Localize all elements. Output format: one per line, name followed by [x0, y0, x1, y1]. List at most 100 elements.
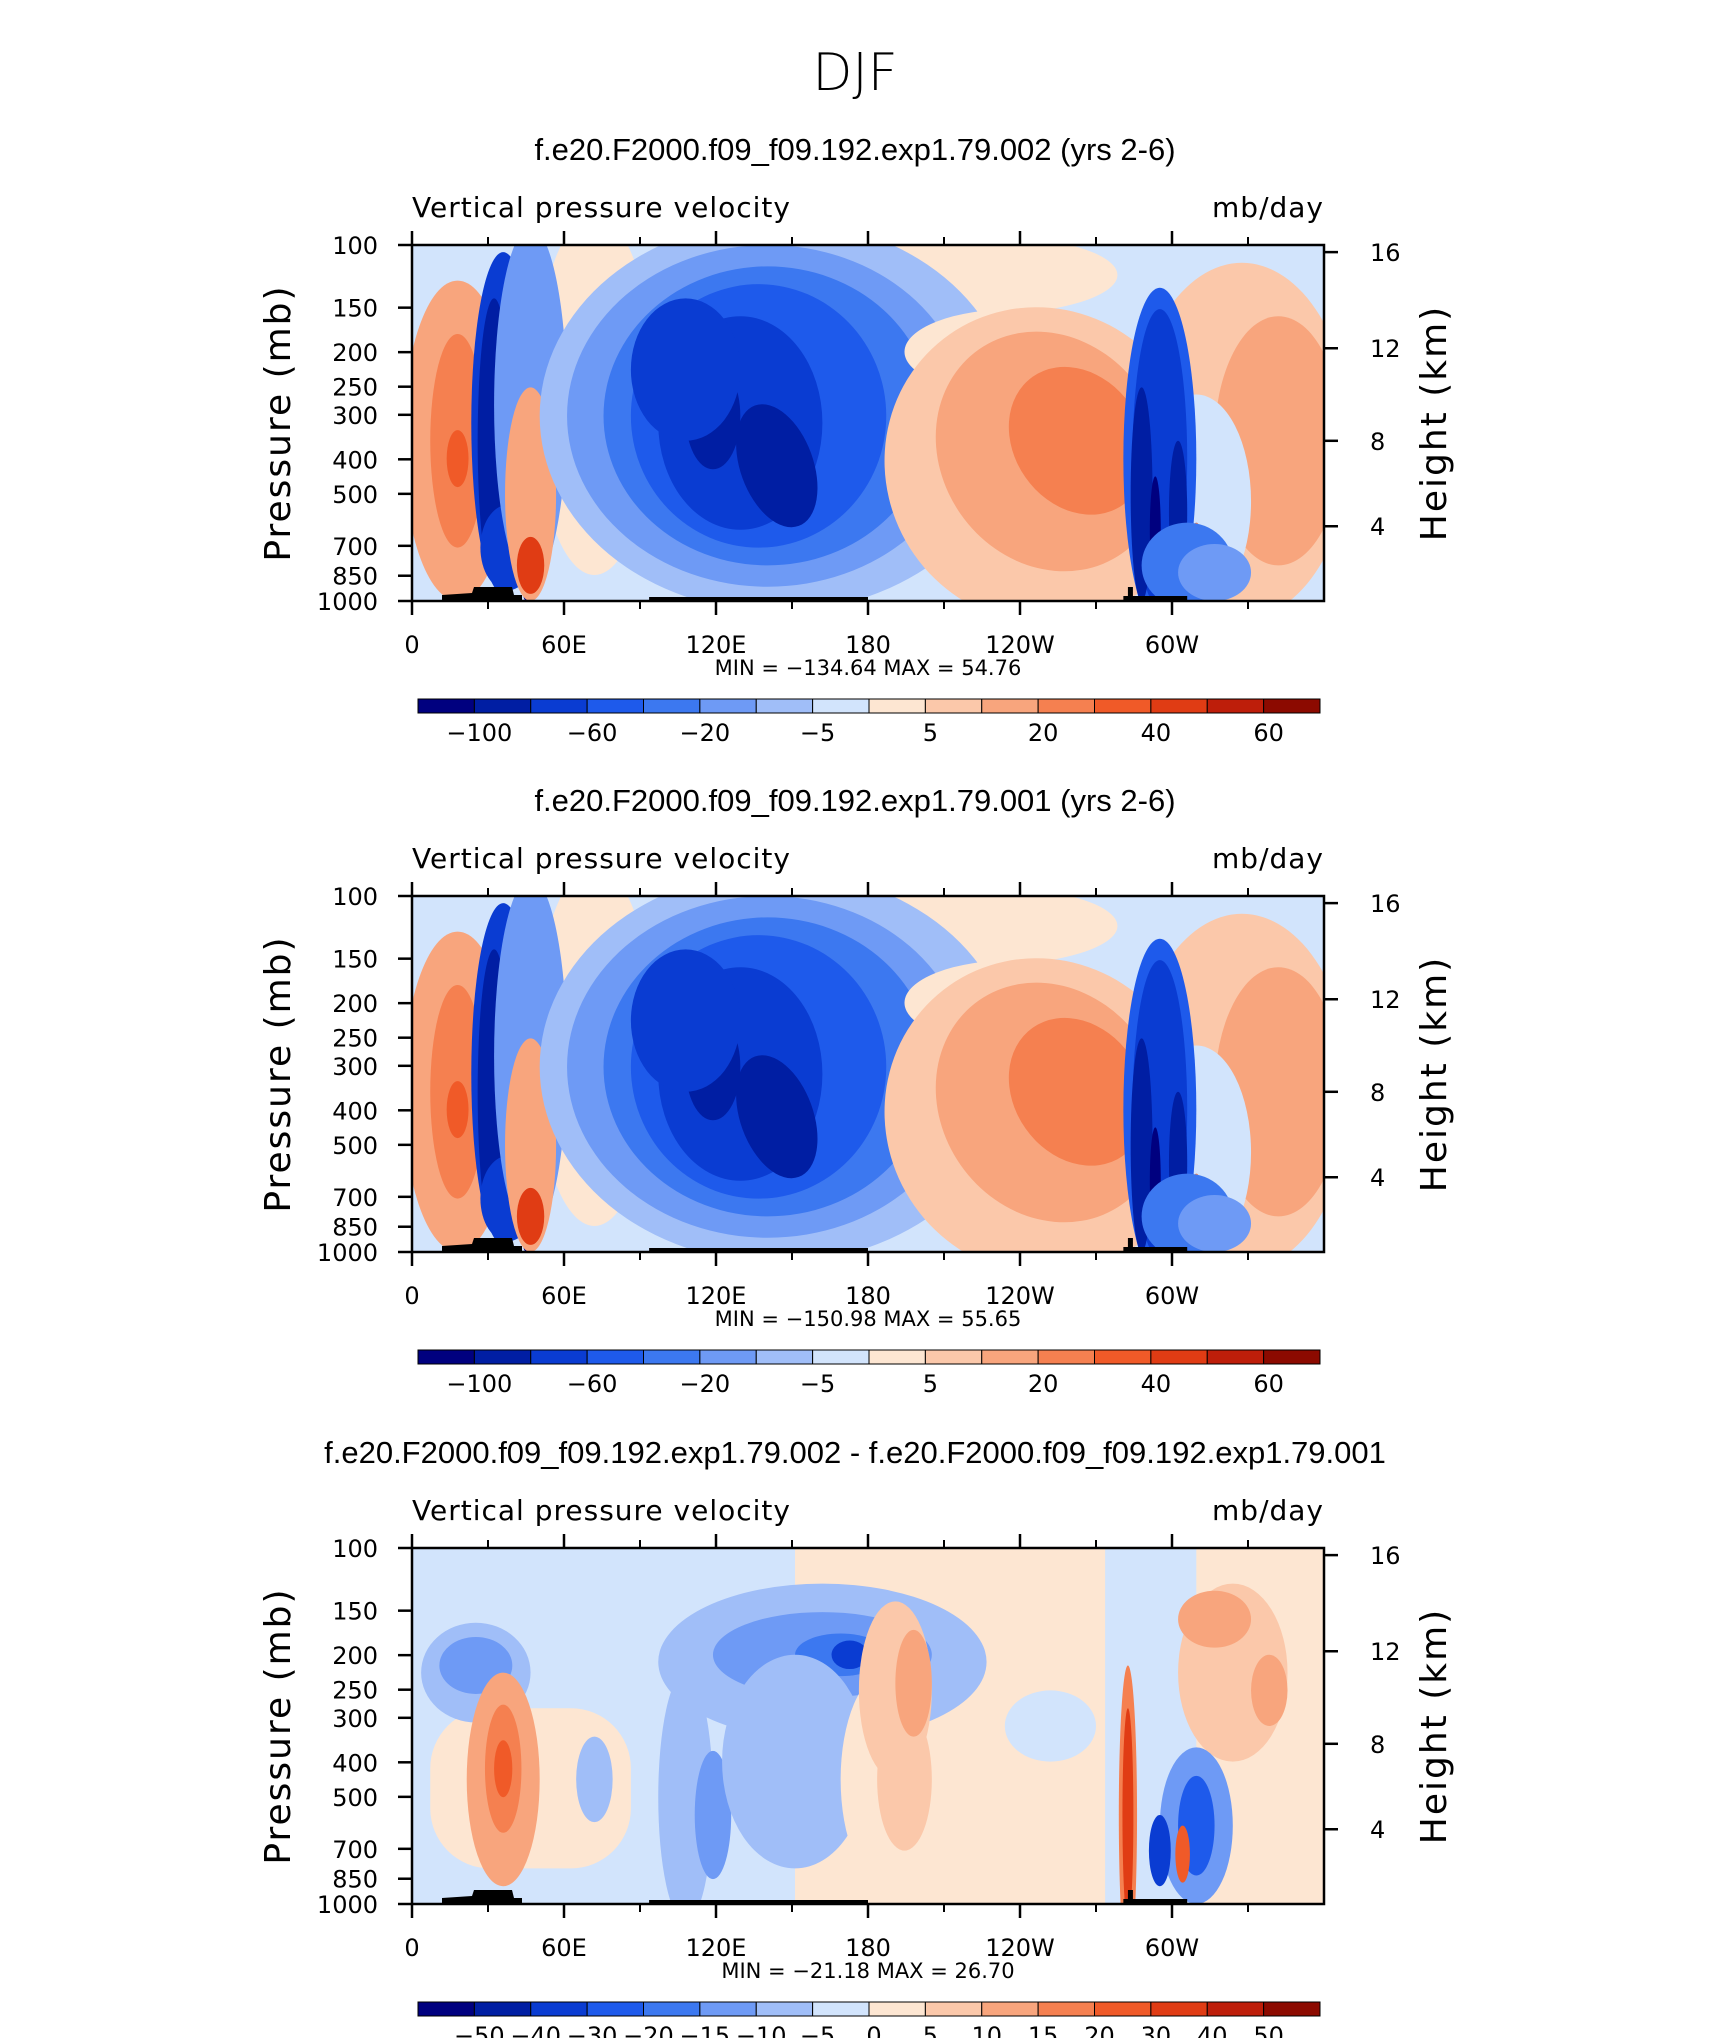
y-tick-label: 700: [332, 1184, 378, 1212]
colorbar-swatch: [1037, 698, 1095, 714]
y2-tick-label: 16: [1370, 890, 1401, 918]
colorbar-label: 20: [1084, 2022, 1115, 2038]
colorbar-swatch: [924, 1349, 983, 1365]
colorbar-label: −60: [567, 1370, 618, 1398]
y-tick-label: 700: [332, 1836, 378, 1864]
x-tick-label: 0: [404, 1934, 419, 1962]
topography: [442, 1890, 522, 1904]
contour-blob: [494, 1740, 513, 1798]
colorbar-swatch: [586, 2001, 644, 2017]
min-max-stats: MIN = −134.64 MAX = 54.76: [715, 656, 1022, 680]
colorbar-label: −60: [567, 719, 618, 747]
contour-blob: [1008, 1017, 1147, 1166]
colorbar-swatch: [417, 2001, 475, 2017]
colorbar-swatch: [699, 1349, 757, 1365]
contour-blob: [722, 1654, 868, 1869]
colorbar-label: −10: [736, 2022, 787, 2038]
topography: [1127, 1238, 1133, 1252]
topography: [649, 1248, 868, 1252]
contour-blob: [1175, 1825, 1190, 1883]
x-tick-label: 60W: [1145, 631, 1199, 659]
y-tick-label: 1000: [317, 1891, 378, 1919]
colorbar-swatch: [812, 2001, 870, 2017]
colorbar-swatch: [868, 698, 926, 714]
contour-blob: [1008, 366, 1147, 515]
colorbar-swatch: [699, 2001, 757, 2017]
topography: [1127, 1890, 1133, 1904]
plot-field: [412, 896, 1324, 1252]
y-tick-label: 100: [332, 883, 378, 911]
colorbar-swatch: [417, 698, 475, 714]
contour-blob: [516, 1187, 545, 1245]
colorbar-swatch: [981, 2001, 1039, 2017]
colorbar-swatch: [530, 698, 588, 714]
colorbar-swatch: [1263, 1349, 1321, 1365]
x-tick-label: 0: [404, 631, 419, 659]
y-tick-label: 200: [332, 990, 378, 1018]
y2-tick-label: 8: [1370, 1731, 1385, 1759]
colorbar-label: 15: [1028, 2022, 1059, 2038]
contour-blob: [736, 404, 818, 528]
y2-tick-label: 12: [1370, 1638, 1401, 1666]
y2-tick-label: 8: [1370, 1079, 1385, 1107]
colorbar-label: 30: [1141, 2022, 1172, 2038]
x-tick-label: 60E: [541, 1282, 587, 1310]
y-tick-label: 150: [332, 1598, 378, 1626]
y-tick-label: 700: [332, 533, 378, 561]
x-tick-label: 180: [845, 631, 891, 659]
contour-blob: [1148, 1815, 1171, 1887]
y2-tick-label: 4: [1370, 1164, 1385, 1192]
y2-tick-label: 16: [1370, 239, 1401, 267]
y-tick-label: 150: [332, 946, 378, 974]
min-max-stats: MIN = −150.98 MAX = 55.65: [715, 1307, 1022, 1331]
x-tick-label: 180: [845, 1934, 891, 1962]
colorbar-label: −5: [800, 719, 835, 747]
y-tick-label: 300: [332, 1053, 378, 1081]
colorbar-swatch: [473, 698, 532, 714]
panel-subtitle-right: mb/day: [1212, 1494, 1324, 1527]
colorbar-swatch: [1094, 2001, 1152, 2017]
y2-axis-label: Height (km): [1414, 1608, 1455, 1844]
x-tick-label: 180: [845, 1282, 891, 1310]
x-tick-label: 120W: [985, 631, 1055, 659]
panel-title: f.e20.F2000.f09_f09.192.exp1.79.002 - f.…: [324, 1435, 1386, 1470]
y2-tick-label: 12: [1370, 986, 1401, 1014]
topography: [649, 597, 868, 601]
colorbar-label: 60: [1253, 1370, 1284, 1398]
colorbar-label: −50: [454, 2022, 505, 2038]
colorbar-label: −100: [446, 719, 512, 747]
x-tick-label: 120E: [686, 631, 747, 659]
y2-tick-label: 12: [1370, 335, 1401, 363]
topography: [1127, 587, 1133, 601]
colorbar-swatch: [981, 698, 1039, 714]
contour-blob: [446, 430, 469, 488]
plot-field: [412, 245, 1324, 601]
panel-2: f.e20.F2000.f09_f09.192.exp1.79.001 (yrs…: [258, 783, 1455, 1398]
colorbar-label: 50: [1253, 2022, 1284, 2038]
y-tick-label: 250: [332, 1025, 378, 1053]
plot-field: [412, 1548, 1324, 1904]
colorbar-label: 40: [1141, 719, 1172, 747]
colorbar-label: −15: [680, 2022, 731, 2038]
colorbar-label: 5: [923, 719, 938, 747]
colorbar-label: −5: [800, 1370, 835, 1398]
min-max-stats: MIN = −21.18 MAX = 26.70: [721, 1959, 1014, 1983]
topography: [649, 1900, 868, 1904]
colorbar-label: −20: [680, 719, 731, 747]
contour-blob: [1178, 544, 1252, 601]
colorbar-swatch: [868, 1349, 926, 1365]
colorbar-swatch: [530, 2001, 588, 2017]
x-tick-label: 120W: [985, 1282, 1055, 1310]
y-tick-label: 500: [332, 1784, 378, 1812]
colorbar-label: 10: [971, 2022, 1002, 2038]
colorbar-label: −30: [567, 2022, 618, 2038]
colorbar-label: −100: [446, 1370, 512, 1398]
y-tick-label: 200: [332, 339, 378, 367]
contour-blob: [576, 1736, 613, 1823]
colorbar-label: 40: [1197, 2022, 1228, 2038]
colorbar-label: 20: [1028, 719, 1059, 747]
topography: [1123, 596, 1188, 601]
y-tick-label: 250: [332, 374, 378, 402]
colorbar-label: 40: [1141, 1370, 1172, 1398]
colorbar-label: −20: [623, 2022, 674, 2038]
